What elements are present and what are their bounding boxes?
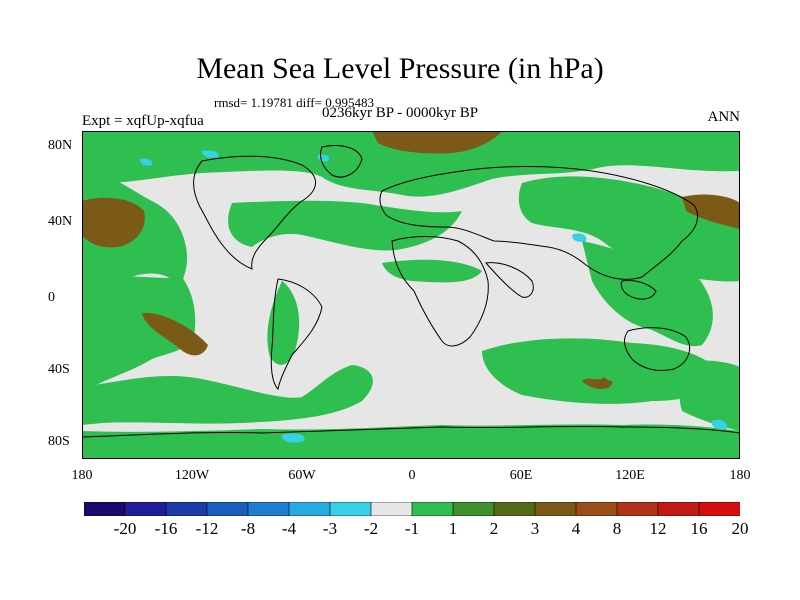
colorbar-label: 3 (530, 519, 540, 538)
colorbar-swatch (698, 502, 740, 516)
colorbar-swatch (165, 502, 208, 516)
stats-label: rmsd= 1.19781 diff= 0.995483 (214, 95, 374, 110)
colorbar-label: -20 (113, 519, 137, 538)
lon-label-180e: 180 (729, 468, 751, 483)
positive-anomaly-regions (82, 131, 740, 459)
map-panel (82, 131, 740, 459)
map-frame (82, 131, 740, 459)
lon-label-60w: 60W (288, 468, 316, 483)
colorbar-swatch (288, 502, 331, 516)
colorbar-swatch (575, 502, 618, 516)
pressure-map (82, 131, 740, 459)
lon-label-180w: 180 (71, 468, 93, 483)
chart-title: Mean Sea Level Pressure (in hPa) (196, 52, 604, 85)
colorbar-label: 4 (571, 519, 581, 538)
colorbar-label: 20 (731, 519, 749, 538)
colorbar (84, 502, 740, 516)
colorbar-label: 2 (489, 519, 499, 538)
lon-label-120w: 120W (174, 468, 210, 483)
colorbar-label: -12 (195, 519, 219, 538)
lat-label-40n: 40N (48, 214, 73, 229)
experiment-label: Expt = xqfUp-xqfua (82, 113, 204, 129)
lon-label-0: 0 (408, 468, 416, 483)
colorbar-swatch (247, 502, 290, 516)
lat-label-80s: 80S (48, 434, 70, 449)
colorbar-label: 12 (649, 519, 667, 538)
colorbar-label: -16 (154, 519, 178, 538)
colorbar-swatch (534, 502, 577, 516)
lon-label-120e: 120E (615, 468, 645, 483)
colorbar-label: -1 (404, 519, 420, 538)
colorbar-label: 8 (612, 519, 622, 538)
colorbar-label: 16 (690, 519, 708, 538)
colorbar-swatch (84, 502, 126, 516)
lat-label-80n: 80N (48, 138, 73, 153)
colorbar-label: -8 (240, 519, 256, 538)
colorbar-swatch (657, 502, 700, 516)
lat-label-40s: 40S (48, 362, 70, 377)
coastlines (82, 145, 740, 438)
lon-label-60e: 60E (509, 468, 533, 483)
colorbar-swatch (206, 502, 249, 516)
colorbar-swatch (411, 502, 454, 516)
colorbar-label: -3 (322, 519, 338, 538)
colorbar-label: -4 (281, 519, 297, 538)
season-label: ANN (707, 109, 741, 125)
colorbar-swatch (616, 502, 659, 516)
lat-label-0: 0 (48, 290, 55, 305)
strong-anomaly-regions (82, 131, 740, 389)
colorbar-label: -2 (363, 519, 379, 538)
period-label: 0236kyr BP - 0000kyr BP (322, 105, 479, 121)
colorbar-swatch (370, 502, 413, 516)
colorbar-swatch (452, 502, 495, 516)
colorbar-swatch (124, 502, 167, 516)
colorbar-swatch (493, 502, 536, 516)
colorbar-label: 1 (448, 519, 458, 538)
colorbar-swatch (329, 502, 372, 516)
